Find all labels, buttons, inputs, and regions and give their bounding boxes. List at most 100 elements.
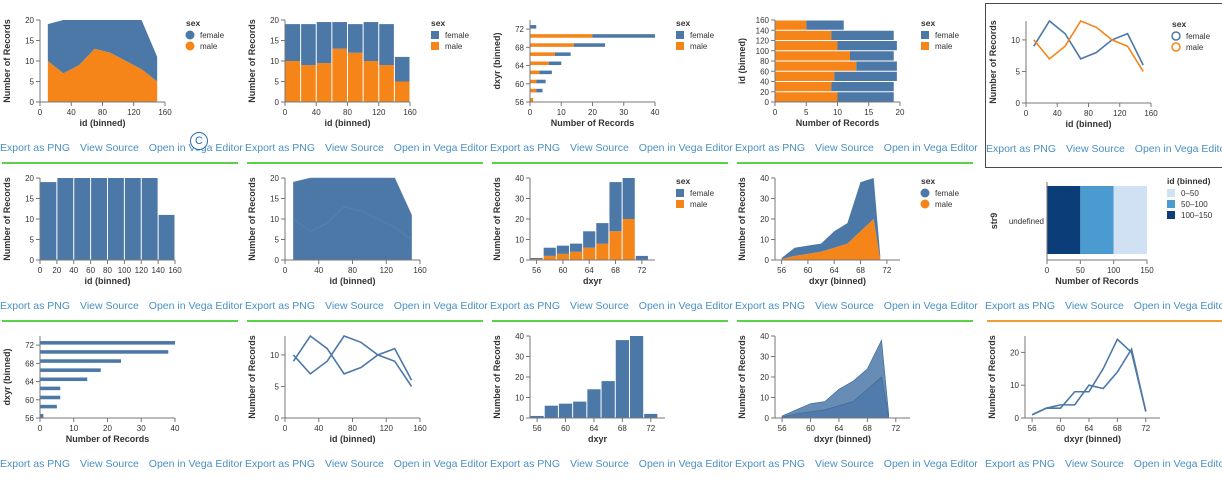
open-vega-editor-link[interactable]: Open in Vega Editor xyxy=(393,300,488,312)
open-vega-editor-link[interactable]: Open in Vega Editor xyxy=(148,300,243,312)
export-png-link[interactable]: Export as PNG xyxy=(985,458,1056,470)
x-axis-title: Number of Records xyxy=(66,434,150,444)
open-vega-editor-link[interactable]: Open in Vega Editor xyxy=(1133,458,1222,470)
view-source-link[interactable]: View Source xyxy=(815,458,874,470)
legend-swatch xyxy=(1167,211,1175,219)
x-axis-title: dxyr (binned) xyxy=(1064,434,1121,444)
export-png-link[interactable]: Export as PNG xyxy=(490,142,561,154)
bar xyxy=(775,82,832,92)
open-vega-editor-link[interactable]: Open in Vega Editor xyxy=(148,458,243,470)
x-tick-label: 40 xyxy=(312,108,321,117)
chart-cell[interactable]: 56 60 64 68 72 dxyr (binned) 0 10 20 30 40 Number o… xyxy=(735,330,978,482)
chart-cell[interactable]: 0 40 80 120 160 id (binned) 0 5 10 15 20 Number of … xyxy=(0,14,243,166)
bar xyxy=(530,97,534,102)
open-vega-editor-link[interactable]: Open in Vega Editor xyxy=(883,458,978,470)
x-tick-label: 60 xyxy=(558,266,567,275)
x-axis-title: Number of Records xyxy=(551,118,635,128)
view-source-link[interactable]: View Source xyxy=(80,142,139,154)
view-source-link[interactable]: View Source xyxy=(570,142,629,154)
view-source-link[interactable]: View Source xyxy=(1065,458,1124,470)
open-vega-editor-link[interactable]: Open in Vega Editor xyxy=(638,142,733,154)
chart-axes: 0 40 80 120 160 id (binned) 0 5 10 15 20 Number of … xyxy=(247,16,417,128)
x-tick-label: 30 xyxy=(619,108,628,117)
view-source-link[interactable]: View Source xyxy=(325,142,384,154)
legend-label: 50–100 xyxy=(1181,200,1208,209)
legend-swatch xyxy=(185,30,195,40)
view-source-link[interactable]: View Source xyxy=(325,300,384,312)
export-png-link[interactable]: Export as PNG xyxy=(490,458,561,470)
view-source-link[interactable]: View Source xyxy=(815,142,874,154)
chart-marks xyxy=(292,334,413,387)
open-vega-editor-link[interactable]: Open in Vega Editor xyxy=(393,458,488,470)
export-png-link[interactable]: Export as PNG xyxy=(986,143,1057,155)
chart-links: Export as PNG View Source Open in Vega Edi… xyxy=(245,300,488,312)
export-png-link[interactable]: Export as PNG xyxy=(0,458,71,470)
export-png-link[interactable]: Export as PNG xyxy=(735,300,806,312)
open-vega-editor-link[interactable]: Open in Vega Editor xyxy=(883,300,978,312)
y-tick-label: 5 xyxy=(30,236,35,245)
export-png-link[interactable]: Export as PNG xyxy=(0,142,71,154)
chart-links: Export as PNG View Source Open in Vega Edi… xyxy=(490,300,733,312)
view-source-link[interactable]: View Source xyxy=(80,300,139,312)
export-png-link[interactable]: Export as PNG xyxy=(0,300,71,312)
view-source-link[interactable]: View Source xyxy=(325,458,384,470)
chart-cell[interactable]: 0 40 80 120 160 id (binned) 0 5 10 15 20 Number of … xyxy=(245,172,488,324)
line-series xyxy=(1033,20,1144,72)
y-tick-label: 40 xyxy=(515,174,524,183)
bar xyxy=(837,92,894,102)
open-vega-editor-link[interactable]: Open in Vega Editor xyxy=(638,458,733,470)
chart-cell[interactable]: 0 40 80 120 160 id (binned) 0 5 10 Number of Reco… xyxy=(985,3,1222,168)
bar xyxy=(332,48,347,102)
cell-underline xyxy=(247,320,483,322)
chart-cell[interactable]: 0 50 100 150 Number of Records undefined str9 i… xyxy=(985,172,1222,324)
open-vega-editor-link[interactable]: Open in Vega Editor xyxy=(393,142,488,154)
view-source-link[interactable]: View Source xyxy=(80,458,139,470)
export-png-link[interactable]: Export as PNG xyxy=(245,458,316,470)
view-source-link[interactable]: View Source xyxy=(570,300,629,312)
chart-cell[interactable]: 56 60 64 68 72 dxyr (binned) 0 10 20 Number of Re… xyxy=(985,330,1222,482)
export-png-link[interactable]: Export as PNG xyxy=(245,142,316,154)
chart-cell[interactable]: 56 60 64 68 72 dxyr (binned) 0 10 20 30 40 Number o… xyxy=(735,172,978,324)
chart-cell[interactable]: 0 5 10 15 20 Number of Records 0 20 40 60 80 100 120… xyxy=(735,14,978,166)
y-tick-label: 40 xyxy=(760,332,769,341)
x-tick-label: 64 xyxy=(830,266,839,275)
y-tick-label: 10 xyxy=(270,215,279,224)
x-axis-title: id (binned) xyxy=(85,276,131,286)
export-png-link[interactable]: Export as PNG xyxy=(735,458,806,470)
x-tick-label: 120 xyxy=(380,266,394,275)
export-png-link[interactable]: Export as PNG xyxy=(735,142,806,154)
chart-cell[interactable]: 0 40 80 120 160 id (binned) 0 5 10 15 20 Number of … xyxy=(245,14,488,166)
export-png-link[interactable]: Export as PNG xyxy=(490,300,561,312)
export-png-link[interactable]: Export as PNG xyxy=(245,300,316,312)
x-tick-label: 40 xyxy=(651,108,660,117)
heatmap-cell xyxy=(1080,186,1114,254)
x-tick-label: 20 xyxy=(103,424,112,433)
chart-cell[interactable]: 0 10 20 30 40 Number of Records 56 60 64 68 72 dxyr… xyxy=(490,14,733,166)
open-vega-editor-link[interactable]: Open in Vega Editor xyxy=(638,300,733,312)
view-source-link[interactable]: View Source xyxy=(1066,143,1125,155)
legend-title: sex xyxy=(676,176,690,186)
y-tick-label: 30 xyxy=(760,195,769,204)
x-tick-label: 72 xyxy=(1141,424,1150,433)
bar xyxy=(806,20,844,30)
view-source-link[interactable]: View Source xyxy=(1065,300,1124,312)
y-axis-title: Number of Records xyxy=(247,19,257,103)
open-vega-editor-link[interactable]: Open in Vega Editor xyxy=(1134,143,1222,155)
open-vega-editor-link[interactable]: Open in Vega Editor xyxy=(1133,300,1222,312)
chart-cell[interactable]: 0 40 80 120 160 id (binned) 0 5 10 Number of Reco… xyxy=(245,330,488,482)
open-vega-editor-link[interactable]: Open in Vega Editor xyxy=(883,142,978,154)
area-series xyxy=(47,48,158,102)
chart-cell[interactable]: 56 60 64 68 72 dxyr 0 10 20 30 40 Number of Records… xyxy=(490,330,733,482)
chart-cell[interactable]: 0 10 20 30 40 Number of Records 56 60 64 68 72 dxyr… xyxy=(0,330,243,482)
bar xyxy=(316,22,332,64)
view-source-link[interactable]: View Source xyxy=(815,300,874,312)
line-series xyxy=(1033,19,1144,66)
bar xyxy=(285,61,301,102)
chart-cell[interactable]: 56 60 64 68 72 dxyr 0 10 20 30 40 Number of Records… xyxy=(490,172,733,324)
chart-cell[interactable]: 0 20 40 60 80 100 120 140 160 id (binned) 0 5 10 15 20… xyxy=(0,172,243,324)
export-png-link[interactable]: Export as PNG xyxy=(985,300,1056,312)
view-source-link[interactable]: View Source xyxy=(570,458,629,470)
x-tick-label: 64 xyxy=(585,266,594,275)
